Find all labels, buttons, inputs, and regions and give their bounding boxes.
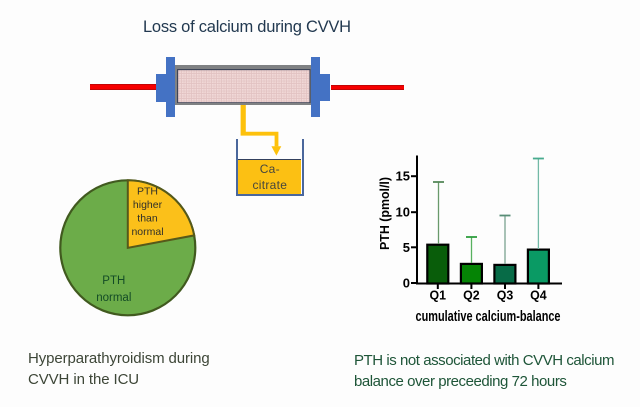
svg-text:Q3: Q3: [497, 288, 514, 303]
svg-text:normal: normal: [96, 292, 131, 304]
svg-text:15: 15: [396, 169, 410, 184]
svg-text:Q1: Q1: [430, 288, 447, 303]
svg-text:5: 5: [403, 240, 410, 255]
svg-text:than: than: [137, 213, 158, 225]
svg-text:Q2: Q2: [463, 288, 480, 303]
svg-text:normal: normal: [131, 226, 163, 238]
svg-text:PTH: PTH: [137, 186, 158, 198]
svg-text:PTH: PTH: [102, 275, 125, 287]
svg-text:10: 10: [396, 205, 410, 220]
svg-text:higher: higher: [133, 199, 163, 211]
svg-text:0: 0: [403, 276, 410, 291]
svg-text:cumulative calcium-balance: cumulative calcium-balance: [416, 309, 561, 325]
svg-text:Q4: Q4: [530, 288, 547, 303]
svg-text:PTH (pmol/l): PTH (pmol/l): [377, 177, 392, 250]
